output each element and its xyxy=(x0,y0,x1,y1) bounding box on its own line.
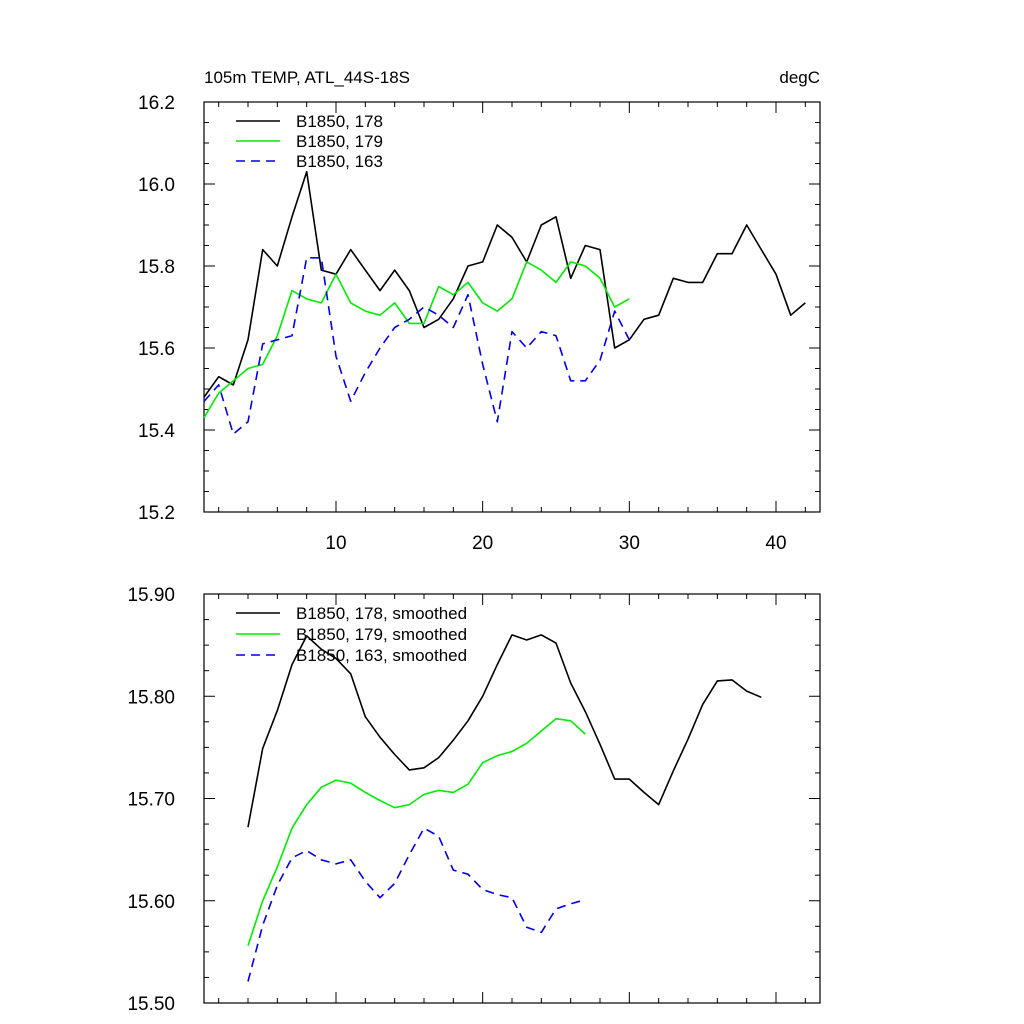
series-line-3 xyxy=(247,827,586,982)
series-line-3 xyxy=(203,256,631,435)
x-tick-label: 40 xyxy=(765,533,786,554)
legend-label: B1850, 163, smoothed xyxy=(296,646,467,665)
y-tick-label: 16.0 xyxy=(138,175,175,196)
y-tick-label: 15.6 xyxy=(138,339,175,360)
y-tick-label: 15.8 xyxy=(138,257,175,278)
y-tick-label: 15.50 xyxy=(127,994,175,1015)
top-panel-temp-chart: 105m TEMP, ATL_44S-18S degC 10 20 30 40 15.2… xyxy=(138,68,821,554)
y-tick-label: 15.60 xyxy=(127,892,175,913)
series-line-2 xyxy=(247,717,586,946)
legend-label: B1850, 178, smoothed xyxy=(296,604,467,623)
y-tick-label: 15.80 xyxy=(127,687,175,708)
units-label: degC xyxy=(779,68,820,87)
y-tick-label: 15.2 xyxy=(138,503,175,524)
x-tick-label: 20 xyxy=(472,533,493,554)
x-tick-label: 10 xyxy=(325,533,346,554)
series-line-1 xyxy=(247,634,762,828)
y-tick-label: 15.70 xyxy=(127,790,175,811)
y-tick-label: 15.4 xyxy=(138,421,175,442)
series-line-2 xyxy=(203,261,630,419)
bottom-panel-smoothed-chart: 15.50 15.60 15.70 15.80 15.90 B1850, 178, smo… xyxy=(127,585,821,1015)
series-line-1 xyxy=(203,170,806,398)
legend-label: B1850, 179, smoothed xyxy=(296,625,467,644)
legend-label: B1850, 179 xyxy=(296,132,383,151)
legend-label: B1850, 163 xyxy=(296,152,383,171)
y-tick-label: 15.90 xyxy=(127,585,175,606)
chart-title: 105m TEMP, ATL_44S-18S xyxy=(204,68,410,87)
x-tick-label: 30 xyxy=(619,533,640,554)
y-tick-label: 16.2 xyxy=(138,93,175,114)
legend-label: B1850, 178 xyxy=(296,112,383,131)
